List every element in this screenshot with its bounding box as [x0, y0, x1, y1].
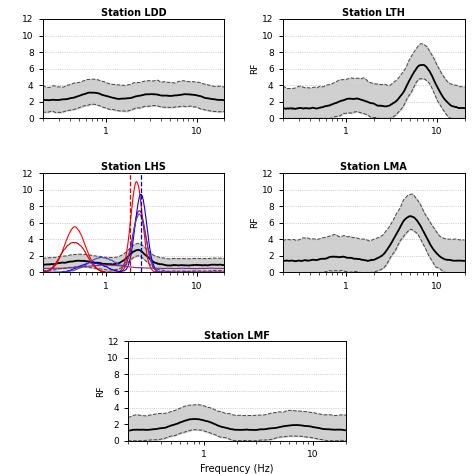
- Title: Station LDD: Station LDD: [101, 8, 166, 18]
- X-axis label: Frequency (Hz): Frequency (Hz): [200, 465, 274, 474]
- Title: Station LTH: Station LTH: [342, 8, 405, 18]
- Title: Station LMA: Station LMA: [340, 162, 407, 172]
- Y-axis label: RF: RF: [250, 217, 259, 228]
- Title: Station LHS: Station LHS: [101, 162, 166, 172]
- Title: Station LMF: Station LMF: [204, 330, 270, 340]
- Y-axis label: RF: RF: [250, 63, 259, 74]
- Y-axis label: RF: RF: [96, 385, 105, 397]
